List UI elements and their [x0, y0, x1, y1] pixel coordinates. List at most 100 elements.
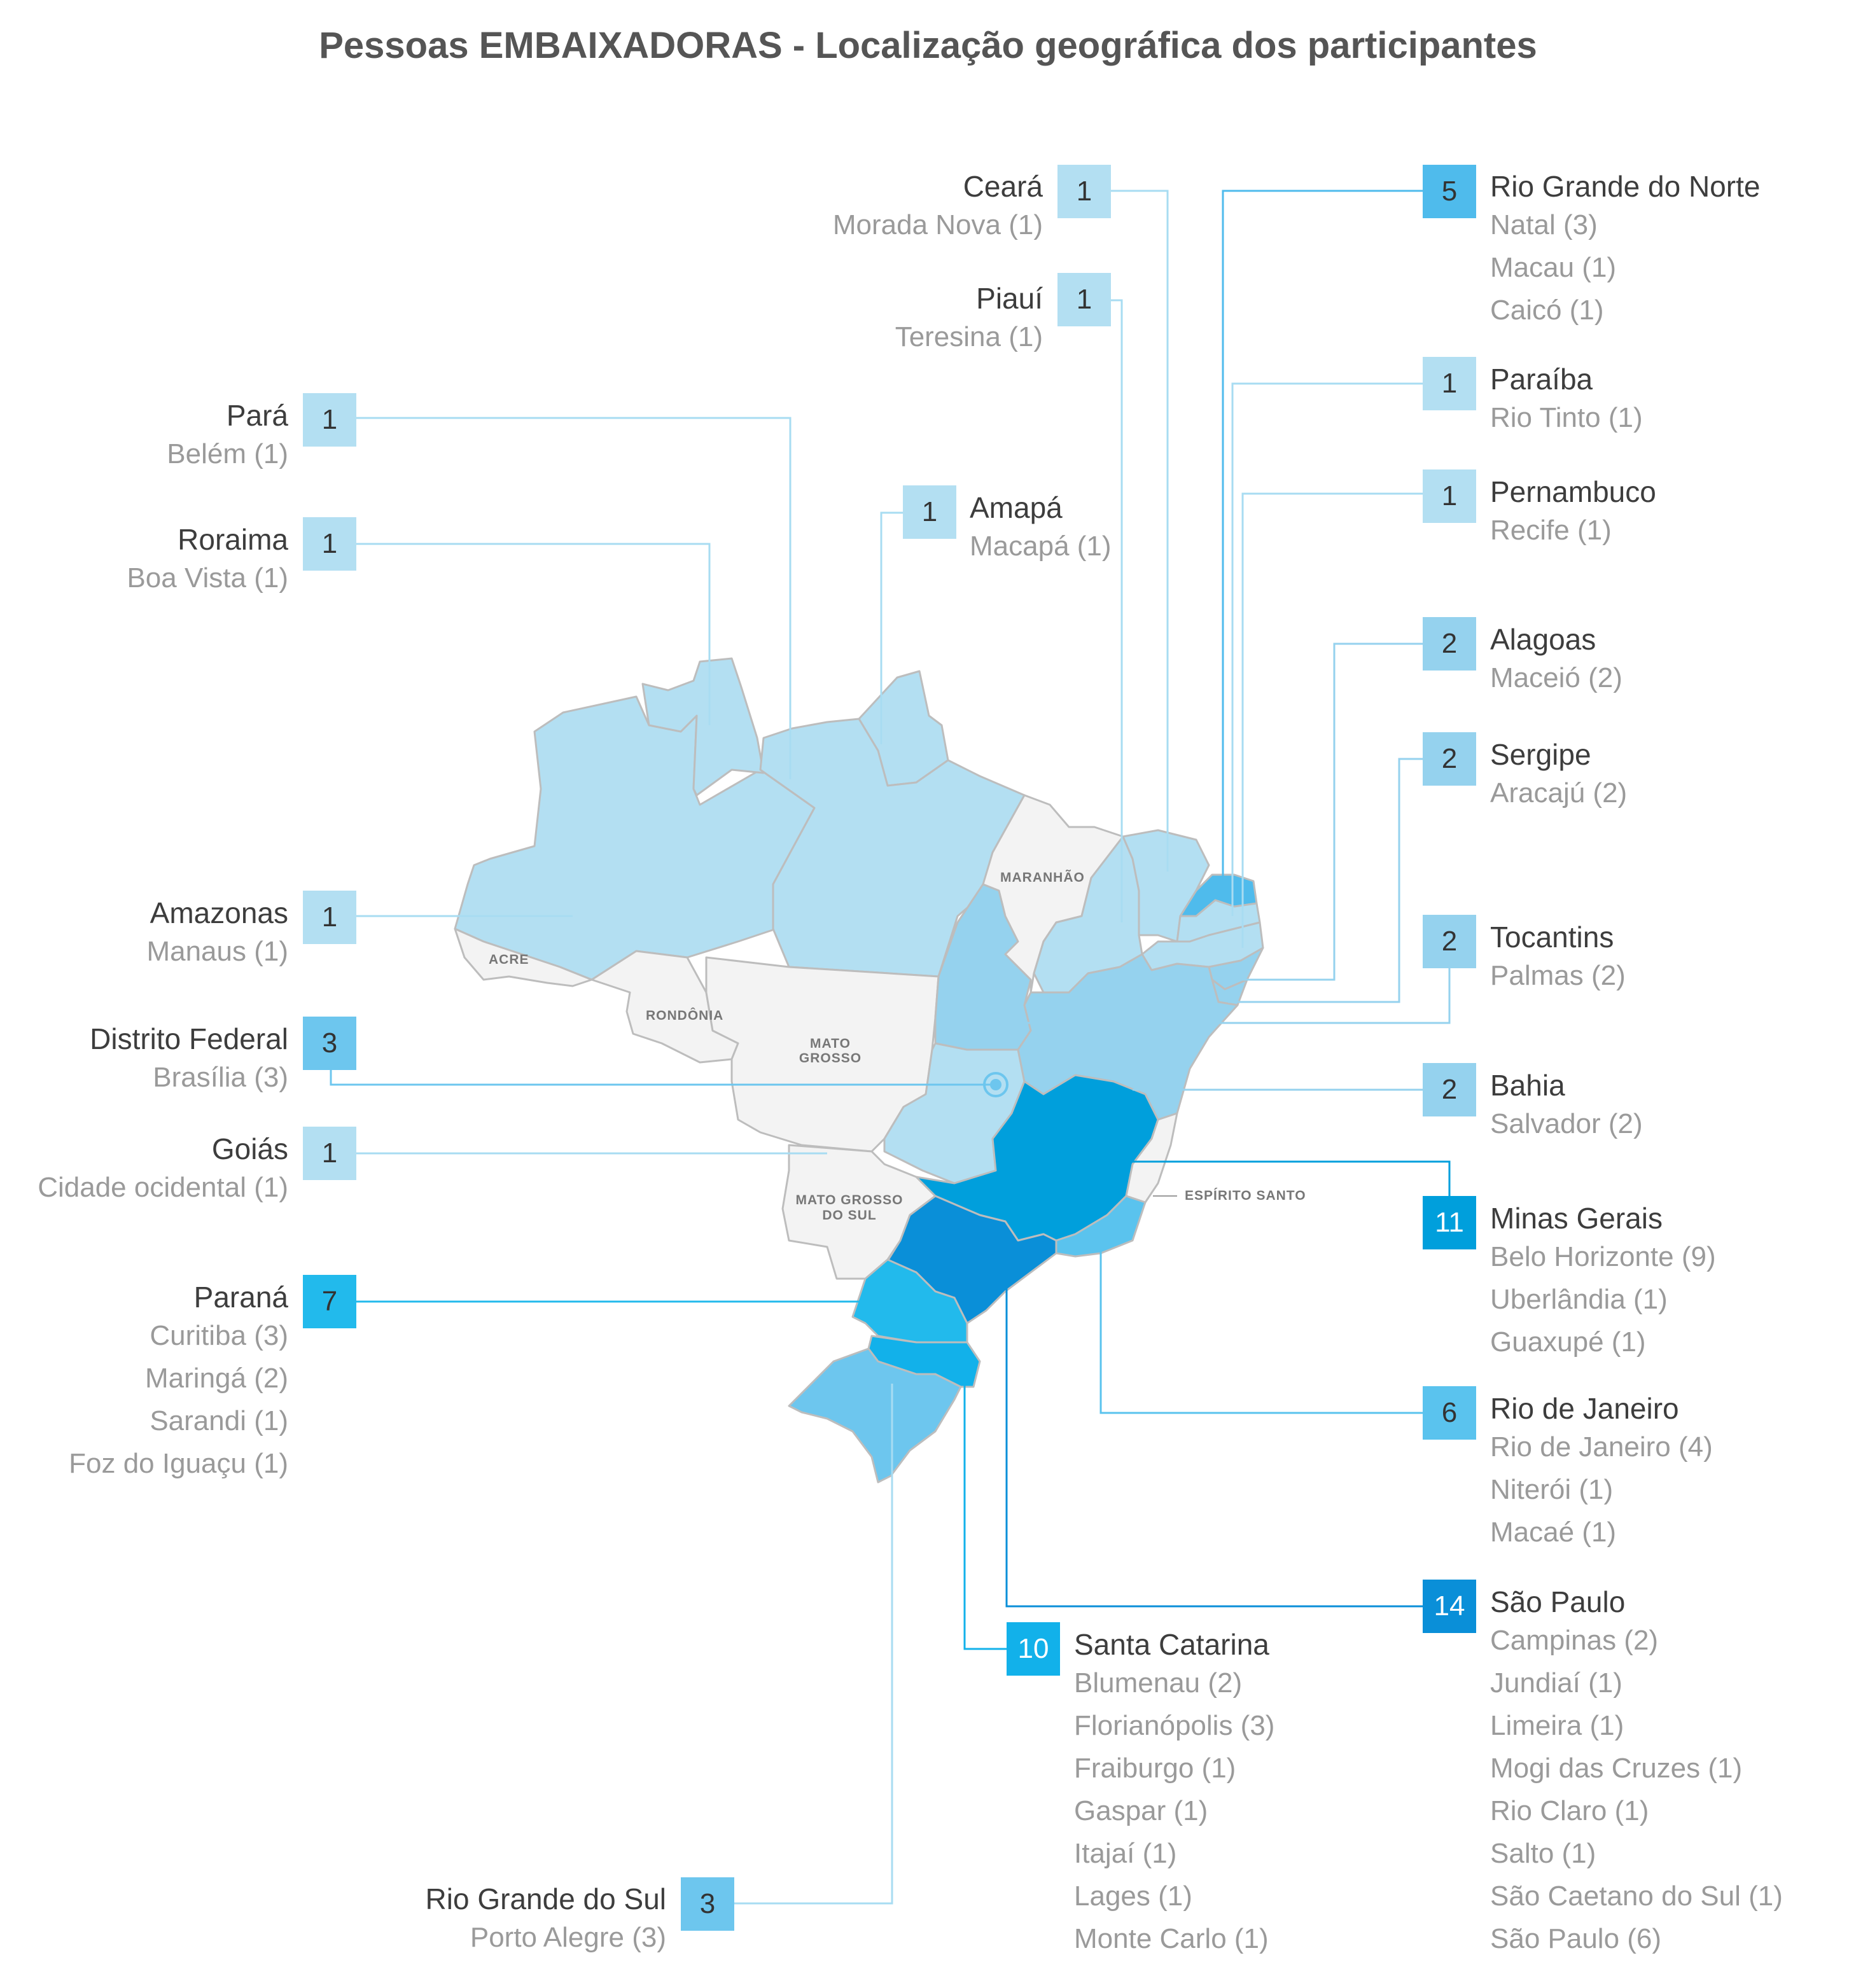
badge-ceara: 1 — [1057, 165, 1111, 218]
state-name-piaui: Piauí — [976, 282, 1043, 315]
city-item: Rio Claro (1) — [1490, 1795, 1649, 1826]
city-list-paraiba: Rio Tinto (1) — [1490, 396, 1643, 439]
label-acre: ACRE — [489, 952, 529, 967]
city-item: Jundiaí (1) — [1490, 1667, 1622, 1699]
city-item: Natal (3) — [1490, 209, 1598, 240]
city-item: Itajaí (1) — [1074, 1838, 1177, 1869]
state-name-parana: Paraná — [193, 1281, 288, 1314]
state-name-bahia: Bahia — [1490, 1069, 1565, 1102]
state-rio-de-janeiro: Rio de Janeiro Rio de Janeiro (4) Niterói… — [1490, 1391, 1713, 1554]
state-parana: Paraná Curitiba (3) Maringá (2) Sarandi (1… — [69, 1280, 288, 1485]
badge-bahia: 2 — [1423, 1063, 1476, 1116]
city-item: Morada Nova (1) — [832, 209, 1043, 240]
state-roraima: Roraima Boa Vista (1) — [127, 522, 288, 599]
state-pernambuco: Pernambuco Recife (1) — [1490, 475, 1656, 552]
city-item: Rio Tinto (1) — [1490, 402, 1643, 433]
connector-para — [356, 417, 792, 779]
connector-roraima — [356, 543, 711, 725]
city-item: Maceió (2) — [1490, 662, 1622, 693]
region-espirito-santo — [1125, 1112, 1178, 1204]
state-amazonas: Amazonas Manaus (1) — [146, 896, 288, 973]
city-item: Curitiba (3) — [150, 1320, 288, 1351]
city-item: Macaé (1) — [1490, 1517, 1617, 1548]
state-name-alagoas: Alagoas — [1490, 623, 1596, 656]
city-list-ceara: Morada Nova (1) — [833, 204, 1043, 246]
city-item: Cidade ocidental (1) — [38, 1172, 288, 1203]
city-list-parana: Curitiba (3) Maringá (2) Sarandi (1) Foz do… — [69, 1314, 288, 1485]
connector-pernambuco — [1241, 492, 1423, 948]
city-item: Aracajú (2) — [1490, 777, 1628, 809]
badge-minas-gerais: 11 — [1423, 1196, 1476, 1249]
connector-minas-gerais — [1056, 1160, 1451, 1196]
state-name-santa-catarina: Santa Catarina — [1074, 1628, 1269, 1661]
city-item: Porto Alegre (3) — [470, 1922, 666, 1953]
state-name-goias: Goiás — [211, 1132, 288, 1165]
state-goias: Goiás Cidade ocidental (1) — [38, 1132, 288, 1209]
region-acre — [454, 928, 593, 987]
region-rio-grande-do-sul — [788, 1347, 962, 1484]
city-item: Maringá (2) — [145, 1363, 288, 1394]
state-name-rio-grande-do-sul: Rio Grande do Sul — [425, 1882, 666, 1915]
state-amapa: Amapá Macapá (1) — [970, 490, 1112, 567]
state-name-roraima: Roraima — [178, 523, 288, 556]
label-mato-grosso-do-sul-2: DO SUL — [822, 1208, 876, 1223]
badge-tocantins: 2 — [1423, 915, 1476, 968]
city-list-rio-grande-do-norte: Natal (3) Macau (1) Caicó (1) — [1490, 204, 1760, 331]
city-item: Teresina (1) — [895, 321, 1043, 352]
badge-piaui: 1 — [1057, 273, 1111, 326]
state-name-minas-gerais: Minas Gerais — [1490, 1202, 1663, 1235]
page-title: Pessoas EMBAIXADORAS - Localização geogr… — [319, 25, 1537, 66]
city-list-alagoas: Maceió (2) — [1490, 657, 1622, 699]
state-name-sergipe: Sergipe — [1490, 738, 1591, 771]
label-rondonia: RONDÔNIA — [646, 1008, 723, 1023]
city-item: Caicó (1) — [1490, 295, 1604, 326]
state-alagoas: Alagoas Maceió (2) — [1490, 622, 1622, 699]
city-list-sergipe: Aracajú (2) — [1490, 772, 1627, 814]
state-name-paraiba: Paraíba — [1490, 363, 1593, 396]
city-item: Salto (1) — [1490, 1838, 1596, 1869]
connector-sao-paulo — [1005, 1260, 1423, 1608]
state-name-tocantins: Tocantins — [1490, 921, 1614, 954]
city-item: Lages (1) — [1074, 1880, 1192, 1912]
badge-pernambuco: 1 — [1423, 469, 1476, 523]
badge-sergipe: 2 — [1423, 732, 1476, 786]
state-name-pernambuco: Pernambuco — [1490, 475, 1656, 508]
city-item: São Paulo (6) — [1490, 1923, 1662, 1954]
city-item: Macau (1) — [1490, 252, 1617, 283]
badge-rio-grande-do-sul: 3 — [681, 1877, 734, 1931]
state-rio-grande-do-sul: Rio Grande do Sul Porto Alegre (3) — [426, 1882, 666, 1959]
state-sao-paulo: São Paulo Campinas (2) Jundiaí (1) Limeira… — [1490, 1585, 1783, 1960]
connector-amapa — [880, 511, 903, 744]
city-item: Foz do Iguaçu (1) — [69, 1448, 288, 1479]
connector-ceara — [1111, 190, 1169, 872]
city-item: Belém (1) — [167, 438, 288, 469]
label-mato-grosso-do-sul-1: MATO GROSSO — [796, 1193, 904, 1207]
badge-parana: 7 — [303, 1275, 356, 1328]
badge-roraima: 1 — [303, 517, 356, 571]
city-item: São Caetano do Sul (1) — [1490, 1880, 1783, 1912]
label-espirito-santo: ESPÍRITO SANTO — [1185, 1188, 1306, 1203]
state-name-amapa: Amapá — [970, 491, 1063, 524]
connector-paraiba — [1231, 382, 1423, 916]
state-para: Pará Belém (1) — [167, 398, 288, 475]
city-item: Fraiburgo (1) — [1074, 1753, 1236, 1784]
state-distrito-federal: Distrito Federal Brasília (3) — [90, 1022, 288, 1099]
badge-para: 1 — [303, 393, 356, 447]
city-item: Mogi das Cruzes (1) — [1490, 1753, 1743, 1784]
region-amazonas — [454, 695, 816, 981]
city-item: Blumenau (2) — [1074, 1667, 1243, 1699]
state-ceara: Ceará Morada Nova (1) — [833, 169, 1043, 246]
state-tocantins: Tocantins Palmas (2) — [1490, 920, 1626, 997]
city-list-amapa: Macapá (1) — [970, 525, 1112, 567]
connector-sergipe — [1228, 758, 1423, 1003]
city-item: Niterói (1) — [1490, 1474, 1614, 1505]
badge-rio-grande-do-norte: 5 — [1423, 165, 1476, 218]
connector-distrito-federal — [330, 1070, 996, 1086]
badge-santa-catarina: 10 — [1007, 1622, 1060, 1676]
connector-rio-grande-do-norte — [1222, 190, 1423, 887]
city-list-para: Belém (1) — [167, 433, 288, 475]
state-bahia: Bahia Salvador (2) — [1490, 1068, 1643, 1145]
city-item: Salvador (2) — [1490, 1108, 1643, 1139]
city-item: Florianópolis (3) — [1074, 1710, 1275, 1741]
